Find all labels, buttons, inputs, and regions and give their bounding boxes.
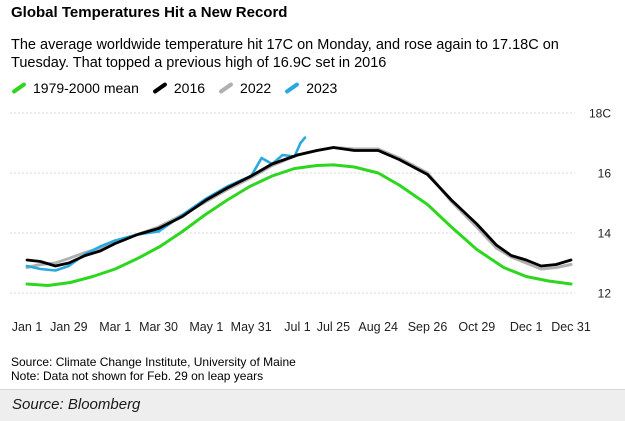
x-tick-label: Mar 30 <box>139 320 178 334</box>
legend-item: 2023 <box>284 80 337 96</box>
series-line-2023 <box>25 136 307 272</box>
y-tick-label: 18C <box>589 107 611 121</box>
x-tick-label: Jul 25 <box>317 320 350 334</box>
source-footnote: Source: Climate Change Institute, Univer… <box>11 355 296 369</box>
x-tick-label: Sep 26 <box>408 320 448 334</box>
x-tick-label: Oct 29 <box>458 320 495 334</box>
chart-card: Global Temperatures Hit a New Record The… <box>10 4 612 383</box>
x-tick-label: Dec 1 <box>510 320 543 334</box>
legend-item: 1979-2000 mean <box>11 80 139 96</box>
x-tick-label: Jan 29 <box>50 320 88 334</box>
x-tick-label: Jul 1 <box>284 320 310 334</box>
legend-swatch <box>11 81 27 95</box>
y-tick-label: 12 <box>598 287 612 301</box>
legend-swatch <box>218 81 234 95</box>
series-line-2016 <box>25 146 573 268</box>
legend-label: 2016 <box>173 80 206 96</box>
y-tick-label: 16 <box>598 167 612 181</box>
legend-item: 2022 <box>218 80 271 96</box>
legend-swatch <box>152 81 168 95</box>
legend-item: 2016 <box>152 80 205 96</box>
line-chart: 12 14 16 18C Jan 1 Jan 29 Mar 1 Mar 30 May 1 May … <box>10 107 612 334</box>
x-tick-label: May 1 <box>189 320 223 334</box>
x-tick-label: Jan 1 <box>12 320 43 334</box>
legend-label: 2023 <box>306 80 338 96</box>
x-tick-label: Aug 24 <box>358 320 398 334</box>
legend-label: 2022 <box>240 80 272 96</box>
chart-subtitle: The average worldwide temperature hit 17… <box>11 37 559 71</box>
x-tick-label: May 31 <box>231 320 272 334</box>
series-line-1979-2000-mean <box>25 163 573 287</box>
legend-label: 1979-2000 mean <box>33 80 139 96</box>
x-tick-label: Dec 31 <box>551 320 591 334</box>
caption-text: Source: Bloomberg <box>12 396 141 413</box>
caption-bar: Source: Bloomberg <box>0 389 625 421</box>
chart-title: Global Temperatures Hit a New Record <box>11 4 288 21</box>
leap-year-note: Note: Data not shown for Feb. 29 on leap… <box>11 369 264 383</box>
x-tick-label: Mar 1 <box>99 320 131 334</box>
chart-legend: 1979-2000 mean 2016 2022 2023 <box>11 80 350 96</box>
legend-swatch <box>284 81 300 95</box>
series-line-2022 <box>25 146 573 271</box>
y-tick-label: 14 <box>598 227 612 241</box>
